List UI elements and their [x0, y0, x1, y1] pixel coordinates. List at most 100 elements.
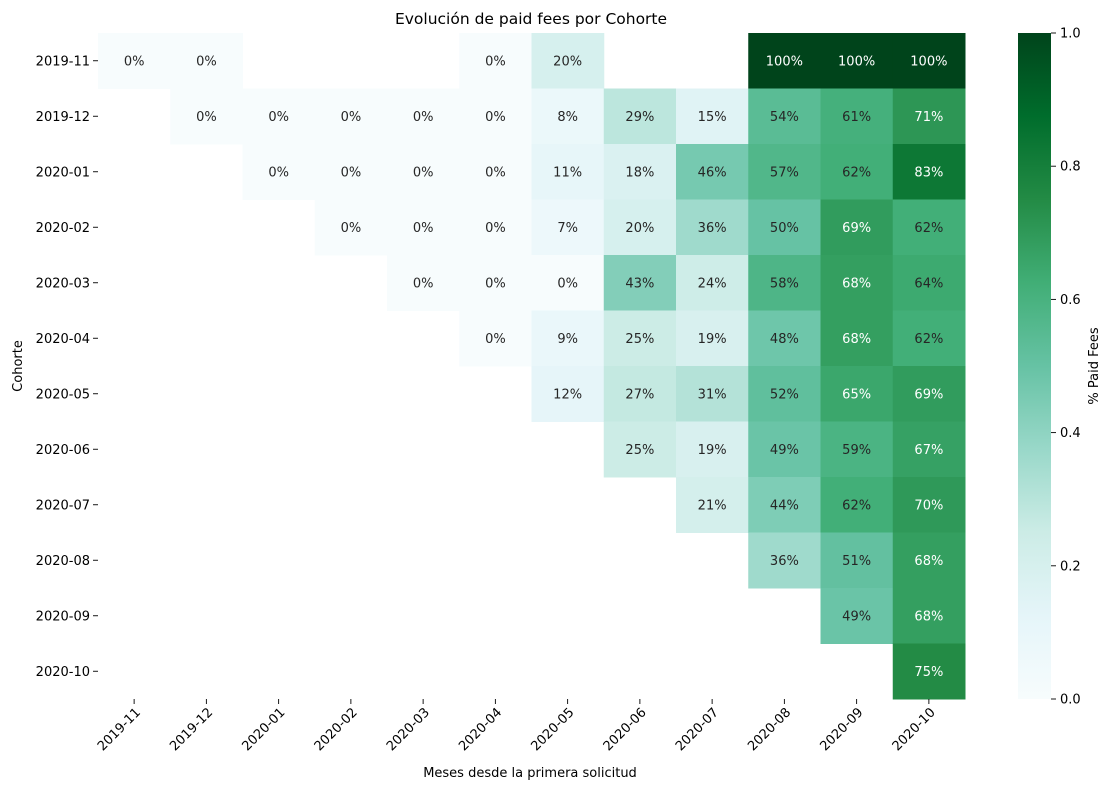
- x-tick-label: 2020-07: [673, 705, 722, 754]
- heatmap-cell: [820, 199, 894, 256]
- cell-value-label: 67%: [914, 443, 943, 458]
- heatmap-cell: [748, 310, 821, 367]
- cell-value-label: 0%: [413, 221, 434, 236]
- cell-value-label: 0%: [124, 54, 145, 69]
- cell-value-label: 0%: [485, 332, 506, 347]
- heatmap-cell: [676, 88, 749, 145]
- heatmap-cell: [603, 421, 677, 478]
- heatmap-cell: [820, 88, 894, 145]
- cell-value-label: 100%: [766, 54, 803, 69]
- x-tick-label: 2020-03: [384, 705, 433, 754]
- heatmap-cell: [603, 255, 677, 311]
- colorbar-label: % Paid Fees: [1087, 327, 1102, 404]
- heatmap-cell: [459, 255, 532, 311]
- chart-title: Evolución de paid fees por Cohorte: [395, 10, 667, 28]
- y-axis-label: Cohorte: [11, 340, 26, 392]
- cell-value-label: 68%: [842, 276, 871, 291]
- cell-value-label: 68%: [842, 332, 871, 347]
- heatmap-cell: [531, 199, 605, 256]
- x-tick-label: 2020-06: [601, 705, 650, 754]
- heatmap-cell: [676, 310, 749, 367]
- heatmap-cell: [676, 477, 749, 533]
- heatmap-cell: [820, 477, 894, 533]
- y-tick-label: 2020-05: [36, 387, 90, 402]
- heatmap-cell: [387, 88, 460, 145]
- cell-value-label: 68%: [914, 554, 943, 569]
- cell-value-label: 25%: [625, 443, 654, 458]
- heatmap-cell: [892, 588, 966, 644]
- heatmap-cell: [314, 199, 388, 256]
- colorbar-tick-label: 0.4: [1060, 426, 1081, 441]
- cell-value-label: 75%: [914, 665, 943, 680]
- heatmap-cell: [892, 532, 966, 589]
- heatmap-cell: [892, 144, 966, 200]
- cell-value-label: 15%: [698, 110, 727, 125]
- heatmap-cell: [748, 477, 821, 533]
- heatmap-cell: [820, 255, 894, 311]
- cell-value-label: 25%: [625, 332, 654, 347]
- heatmap-cell: [892, 310, 966, 367]
- cell-value-label: 20%: [553, 54, 582, 69]
- cell-value-label: 7%: [557, 221, 578, 236]
- heatmap-cell: [531, 88, 605, 145]
- heatmap-cell: [314, 88, 388, 145]
- x-tick-label: 2020-08: [745, 705, 794, 754]
- cell-value-label: 36%: [698, 221, 727, 236]
- colorbar-tick-label: 0.0: [1060, 693, 1081, 708]
- heatmap-cell: [820, 532, 894, 589]
- heatmap-cell: [820, 588, 894, 644]
- cell-value-label: 18%: [625, 165, 654, 180]
- cell-value-label: 21%: [698, 498, 727, 513]
- heatmap-cell: [748, 366, 821, 422]
- heatmap-cell: [748, 33, 821, 89]
- cell-value-label: 58%: [770, 276, 799, 291]
- heatmap-cell: [892, 255, 966, 311]
- cell-value-label: 68%: [914, 609, 943, 624]
- heatmap-cell-labels: 0% 0% 0% 20% 100% 100% 100% 0% 0% 0% 0% 0% 8% 29% 15% 5…: [124, 54, 948, 680]
- heatmap-cell: [676, 199, 749, 256]
- cell-value-label: 20%: [625, 221, 654, 236]
- cell-value-label: 9%: [557, 332, 578, 347]
- cell-value-label: 0%: [413, 165, 434, 180]
- heatmap-cell: [98, 33, 171, 89]
- cell-value-label: 69%: [914, 387, 943, 402]
- y-tick-label: 2019-11: [36, 54, 90, 69]
- cell-value-label: 19%: [698, 332, 727, 347]
- cell-value-label: 65%: [842, 387, 871, 402]
- cell-value-label: 0%: [196, 110, 217, 125]
- x-tick-label: 2020-01: [239, 705, 288, 754]
- cell-value-label: 51%: [842, 554, 871, 569]
- heatmap-cell: [531, 33, 605, 89]
- cell-value-label: 29%: [625, 110, 654, 125]
- colorbar-ticks: 0.0 0.2 0.4 0.6 0.8 1.0: [1051, 27, 1081, 708]
- cell-value-label: 0%: [341, 165, 362, 180]
- cell-value-label: 54%: [770, 110, 799, 125]
- cell-value-label: 8%: [557, 110, 578, 125]
- cell-value-label: 49%: [842, 609, 871, 624]
- heatmap-cell: [459, 88, 532, 145]
- heatmap-cell: [820, 310, 894, 367]
- cell-value-label: 61%: [842, 110, 871, 125]
- cell-value-label: 49%: [770, 443, 799, 458]
- cell-value-label: 0%: [485, 110, 506, 125]
- heatmap-cell: [676, 421, 749, 478]
- cell-value-label: 100%: [838, 54, 875, 69]
- heatmap-cell: [748, 255, 821, 311]
- cell-value-label: 0%: [557, 276, 578, 291]
- heatmap-cell: [892, 199, 966, 256]
- x-axis-ticks: 2019-11 2019-12 2020-01 2020-02 2020-03 2020-…: [95, 699, 939, 754]
- heatmap-cell: [603, 88, 677, 145]
- cell-value-label: 0%: [341, 221, 362, 236]
- heatmap-cell: [892, 366, 966, 422]
- colorbar-gradient: [1018, 33, 1051, 699]
- heatmap-cell: [892, 33, 966, 89]
- cell-value-label: 69%: [842, 221, 871, 236]
- heatmap-cell: [748, 144, 821, 200]
- heatmap-cell: [748, 532, 821, 589]
- cell-value-label: 0%: [341, 110, 362, 125]
- cell-value-label: 50%: [770, 221, 799, 236]
- x-tick-label: 2019-11: [95, 705, 144, 754]
- cell-value-label: 59%: [842, 443, 871, 458]
- heatmap-cell: [820, 33, 894, 89]
